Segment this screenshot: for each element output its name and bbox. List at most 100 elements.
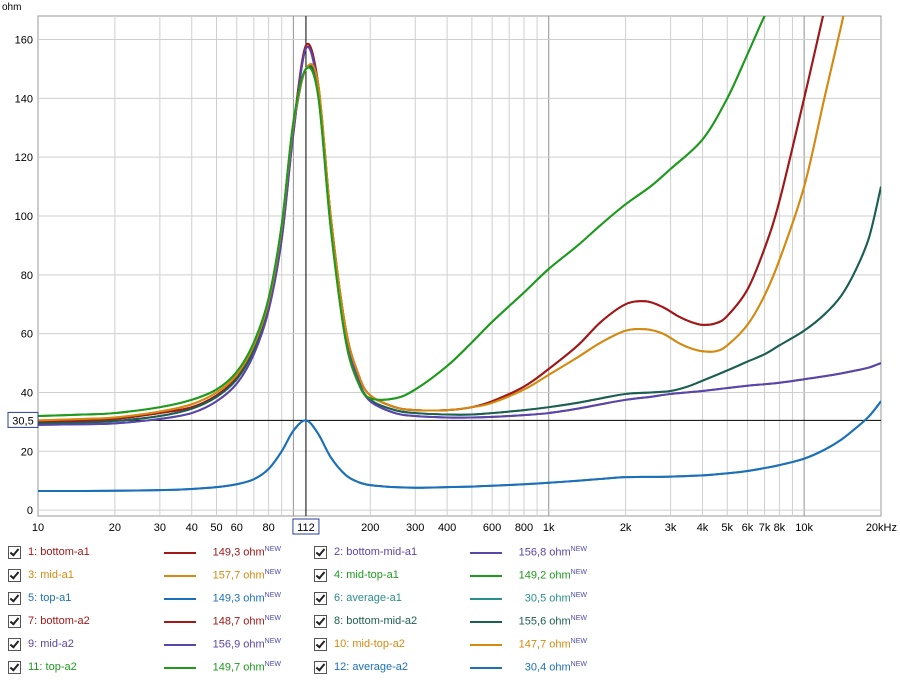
legend-new-badge: NEW — [570, 592, 587, 599]
series-line-9 — [38, 45, 881, 426]
x-tick-label: 4k — [697, 522, 709, 534]
x-tick-label: 30 — [154, 522, 166, 534]
y-tick-label: 80 — [21, 270, 33, 282]
legend-label: 10: mid-top-a2 — [334, 638, 405, 650]
legend-swatch — [470, 621, 502, 623]
plot-area — [37, 15, 882, 517]
legend-label: 2: bottom-mid-a1 — [334, 546, 418, 558]
series-line-8 — [38, 64, 881, 425]
cursor-y-label: 30,5 — [12, 415, 33, 427]
series-line-12 — [38, 400, 881, 493]
legend-checkbox[interactable] — [8, 569, 21, 582]
legend-swatch — [470, 575, 502, 577]
legend: 1: bottom-a1 149,3 ohmNEW 2: bottom-mid-a1… — [0, 540, 900, 680]
legend-item: 3: mid-a1 157,7 ohmNEW — [6, 566, 306, 588]
legend-item: 5: top-a1 149,3 ohmNEW — [6, 589, 306, 611]
impedance-chart: 0 20 40 60 80 100 120 140 160 10 20 30 40 50 60 80 200 30… — [2, 2, 897, 535]
legend-value: 149,7 ohmNEW — [212, 661, 281, 674]
legend-checkbox[interactable] — [314, 546, 327, 559]
x-tick-label: 60 — [231, 522, 243, 534]
legend-item: 2: bottom-mid-a1 156,8 ohmNEW — [312, 543, 612, 565]
x-tick-label: 40 — [186, 522, 198, 534]
x-tick-label: 10k — [795, 522, 813, 534]
legend-value: 149,3 ohmNEW — [212, 592, 281, 605]
legend-value: 149,2 ohmNEW — [518, 569, 587, 582]
legend-new-badge: NEW — [570, 638, 587, 645]
legend-label: 8: bottom-mid-a2 — [334, 615, 418, 627]
x-tick-label: 800 — [515, 522, 533, 534]
legend-checkbox[interactable] — [314, 615, 327, 628]
x-tick-label: 600 — [483, 522, 501, 534]
x-tick-label: 20kHz — [866, 522, 897, 534]
legend-value: 148,7 ohmNEW — [212, 615, 281, 628]
legend-checkbox[interactable] — [8, 615, 21, 628]
x-tick-label: 400 — [438, 522, 456, 534]
legend-checkbox[interactable] — [8, 638, 21, 651]
x-tick-label: 50 — [210, 522, 222, 534]
legend-checkbox[interactable] — [314, 569, 327, 582]
cursor-y-label-box — [7, 411, 39, 428]
legend-item: 1: bottom-a1 149,3 ohmNEW — [6, 543, 306, 565]
y-axis-unit-label: ohm — [2, 2, 21, 13]
y-tick-label: 20 — [21, 446, 33, 458]
x-tick-label: 10 — [32, 522, 44, 534]
legend-item: 10: mid-top-a2 147,7 ohmNEW — [312, 635, 612, 657]
legend-checkbox[interactable] — [8, 661, 21, 674]
legend-swatch — [164, 575, 196, 577]
y-tick-label: 40 — [21, 387, 33, 399]
legend-value: 157,7 ohmNEW — [212, 569, 281, 582]
legend-swatch — [470, 598, 502, 600]
legend-value: 30,5 ohmNEW — [524, 592, 587, 605]
legend-new-badge: NEW — [264, 638, 281, 645]
legend-swatch — [164, 621, 196, 623]
legend-item: 9: mid-a2 156,9 ohmNEW — [6, 635, 306, 657]
legend-new-badge: NEW — [264, 592, 281, 599]
legend-checkbox[interactable] — [8, 592, 21, 605]
legend-new-badge: NEW — [570, 546, 587, 553]
legend-value: 147,7 ohmNEW — [518, 638, 587, 651]
legend-checkbox[interactable] — [314, 661, 327, 674]
legend-new-badge: NEW — [570, 569, 587, 576]
legend-new-badge: NEW — [264, 661, 281, 668]
legend-new-badge: NEW — [264, 546, 281, 553]
legend-label: 6: average-a1 — [334, 592, 402, 604]
legend-swatch — [164, 667, 196, 669]
x-tick-label: 5k — [721, 522, 733, 534]
legend-checkbox[interactable] — [8, 546, 21, 559]
y-tick-label: 60 — [21, 329, 33, 341]
y-tick-label: 100 — [15, 211, 33, 223]
legend-item: 11: top-a2 149,7 ohmNEW — [6, 658, 306, 680]
x-tick-label: 20 — [109, 522, 121, 534]
legend-swatch — [164, 598, 196, 600]
legend-item: 7: bottom-a2 148,7 ohmNEW — [6, 612, 306, 634]
legend-label: 3: mid-a1 — [28, 569, 74, 581]
legend-label: 11: top-a2 — [28, 661, 77, 673]
legend-label: 4: mid-top-a1 — [334, 569, 399, 581]
legend-item: 4: mid-top-a1 149,2 ohmNEW — [312, 566, 612, 588]
x-tick-label: 200 — [361, 522, 379, 534]
series-line-11 — [38, 16, 766, 417]
legend-new-badge: NEW — [570, 661, 587, 668]
legend-new-badge: NEW — [570, 615, 587, 622]
legend-swatch — [470, 667, 502, 669]
legend-new-badge: NEW — [264, 569, 281, 576]
legend-checkbox[interactable] — [314, 638, 327, 651]
legend-value: 156,8 ohmNEW — [518, 546, 587, 559]
x-tick-label: 80 — [263, 522, 275, 534]
legend-label: 5: top-a1 — [28, 592, 72, 604]
y-tick-label: 120 — [15, 152, 33, 164]
legend-swatch — [470, 552, 502, 554]
y-tick-label: 160 — [15, 35, 33, 47]
series-line-10 — [38, 16, 845, 422]
legend-label: 12: average-a2 — [334, 661, 408, 673]
x-tick-label: 7k — [759, 522, 771, 534]
legend-value: 30,4 ohmNEW — [524, 661, 587, 674]
x-tick-label: 8k — [774, 522, 786, 534]
cursor-x-label: 112 — [297, 522, 315, 534]
legend-item: 6: average-a1 30,5 ohmNEW — [312, 589, 612, 611]
legend-checkbox[interactable] — [314, 592, 327, 605]
legend-value: 155,6 ohmNEW — [518, 615, 587, 628]
legend-label: 9: mid-a2 — [28, 638, 74, 650]
cursor-x-label-box — [292, 518, 320, 535]
x-tick-label: 2k — [620, 522, 632, 534]
